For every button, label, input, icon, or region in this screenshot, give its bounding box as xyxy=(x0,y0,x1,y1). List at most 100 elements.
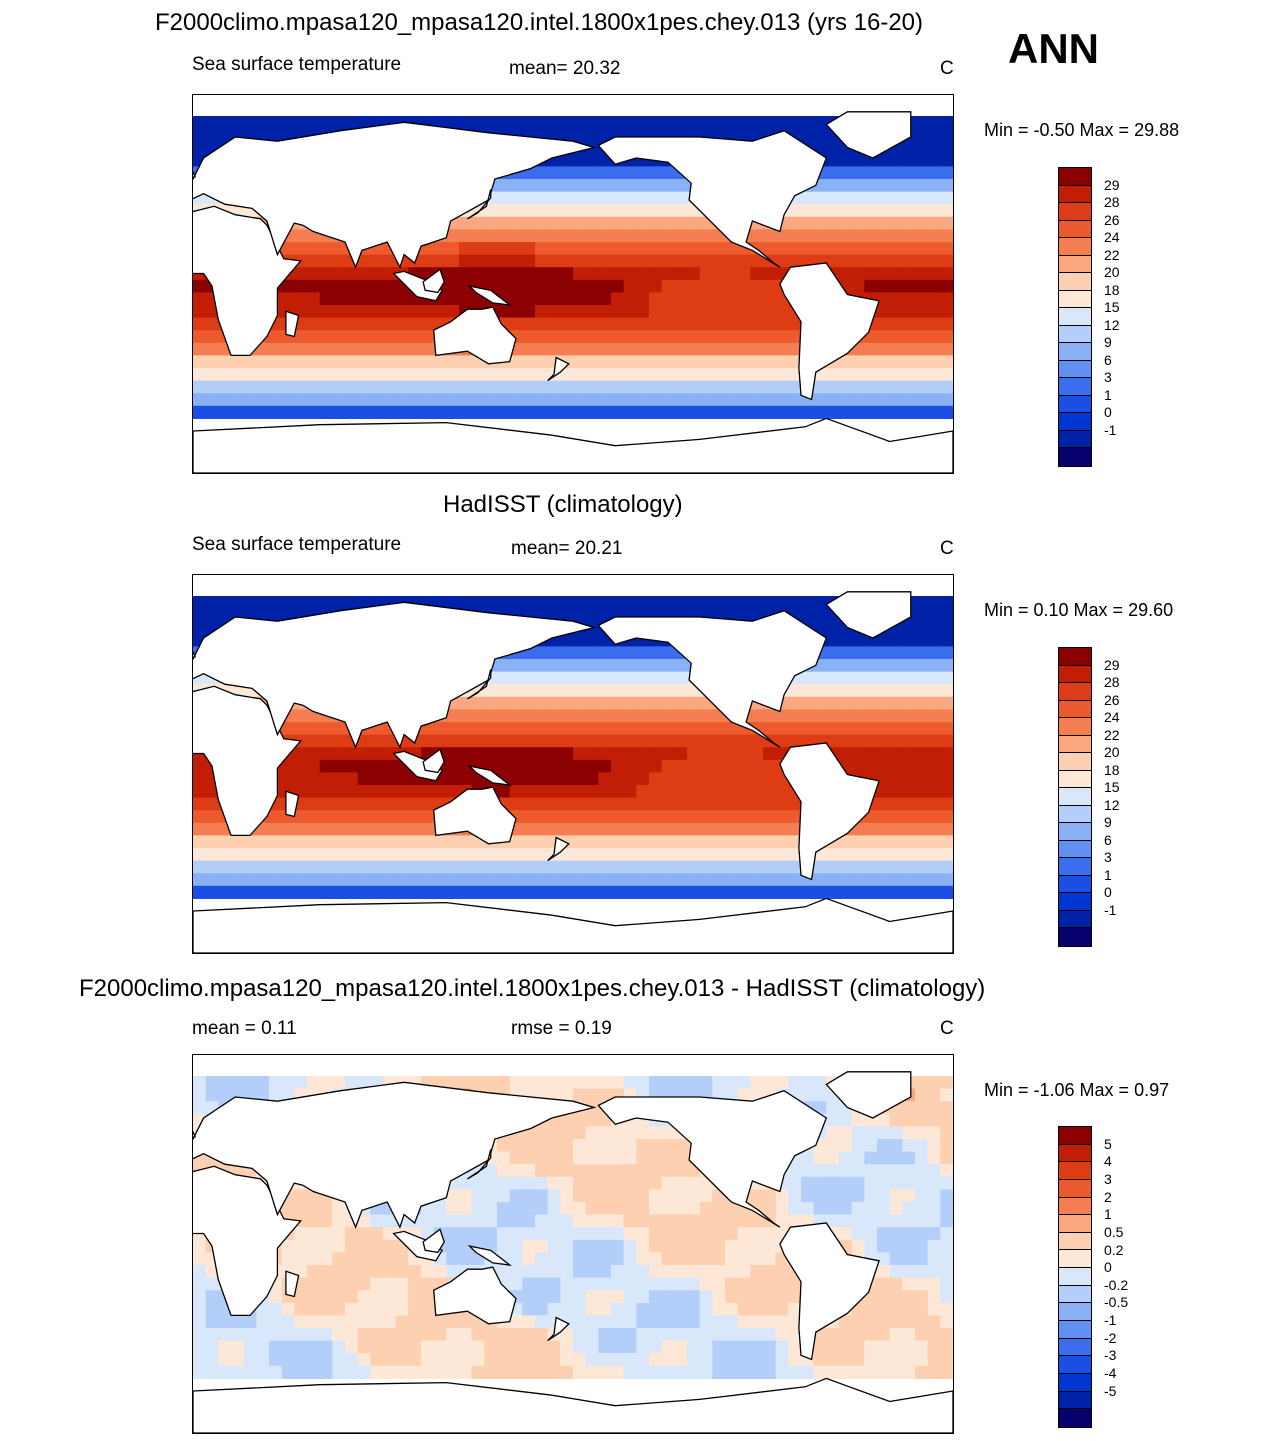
field-cell xyxy=(813,191,827,205)
field-cell xyxy=(611,1265,625,1279)
field-cell xyxy=(585,759,599,773)
field-cell xyxy=(370,405,384,419)
field-cell xyxy=(687,722,701,736)
field-cell xyxy=(889,204,903,218)
field-cell xyxy=(889,1277,903,1291)
field-cell xyxy=(471,696,485,710)
field-cell xyxy=(522,747,536,761)
field-cell xyxy=(750,342,764,356)
field-cell xyxy=(294,835,308,849)
field-cell xyxy=(636,1126,650,1140)
field-cell xyxy=(940,1113,953,1127)
field-cell xyxy=(585,305,599,319)
field-cell xyxy=(598,810,612,824)
field-cell xyxy=(877,797,891,811)
field-cell xyxy=(307,330,321,344)
field-cell xyxy=(889,330,903,344)
field-cell xyxy=(902,1214,916,1228)
field-cell xyxy=(535,1340,549,1354)
field-cell xyxy=(370,835,384,849)
field-cell xyxy=(940,696,953,710)
field-cell xyxy=(851,1113,865,1127)
field-cell xyxy=(775,835,789,849)
field-cell xyxy=(598,1277,612,1291)
field-cell xyxy=(839,1126,853,1140)
field-cell xyxy=(725,1290,739,1304)
field-cell xyxy=(687,342,701,356)
field-cell xyxy=(940,759,953,773)
field-cell xyxy=(547,305,561,319)
field-cell xyxy=(547,393,561,407)
field-cell xyxy=(826,1126,840,1140)
field-cell xyxy=(801,722,815,736)
field-cell xyxy=(661,292,675,306)
field-cell xyxy=(585,1139,599,1153)
field-cell xyxy=(560,810,574,824)
field-cell xyxy=(775,596,789,610)
field-cell xyxy=(357,1340,371,1354)
field-cell xyxy=(636,1290,650,1304)
field-cell xyxy=(687,1239,701,1253)
field-cell xyxy=(408,1265,422,1279)
field-cell xyxy=(193,1302,207,1316)
field-cell xyxy=(459,860,473,874)
field-cell xyxy=(763,709,777,723)
field-cell xyxy=(585,1088,599,1102)
field-cell xyxy=(370,772,384,786)
field-cell xyxy=(395,1340,409,1354)
field-cell xyxy=(370,885,384,899)
field-cell xyxy=(813,1189,827,1203)
field-cell xyxy=(699,342,713,356)
field-cell xyxy=(193,885,207,899)
field-cell xyxy=(915,1315,929,1329)
field-cell xyxy=(839,1139,853,1153)
field-cell xyxy=(370,1302,384,1316)
field-cell xyxy=(889,1227,903,1241)
field-cell xyxy=(699,1076,713,1090)
field-cell xyxy=(775,810,789,824)
field-cell xyxy=(940,659,953,673)
field-cell xyxy=(269,885,283,899)
field-cell xyxy=(408,1277,422,1291)
field-cell xyxy=(421,368,435,382)
field-cell xyxy=(737,342,751,356)
field-cell xyxy=(497,254,511,268)
field-cell xyxy=(877,646,891,660)
field-cell xyxy=(927,1101,941,1115)
field-cell xyxy=(699,772,713,786)
field-cell xyxy=(915,860,929,874)
colorbar-tick-label: 0 xyxy=(1104,884,1112,901)
field-cell xyxy=(294,330,308,344)
field-cell xyxy=(623,405,637,419)
field-cell xyxy=(560,709,574,723)
field-cell xyxy=(509,722,523,736)
field-cell xyxy=(281,1365,295,1379)
field-cell xyxy=(345,797,359,811)
field-cell xyxy=(826,633,840,647)
field-cell xyxy=(927,709,941,723)
field-cell xyxy=(383,848,397,862)
field-cell xyxy=(674,873,688,887)
field-cell xyxy=(573,1076,587,1090)
field-cell xyxy=(674,1151,688,1165)
field-cell xyxy=(915,684,929,698)
field-cell xyxy=(560,1202,574,1216)
field-cell xyxy=(547,1302,561,1316)
field-cell xyxy=(294,1302,308,1316)
field-cell xyxy=(611,873,625,887)
field-cell xyxy=(649,1076,663,1090)
field-cell xyxy=(218,848,232,862)
field-cell xyxy=(345,279,359,293)
field-cell xyxy=(940,204,953,218)
field-cell xyxy=(370,1340,384,1354)
field-cell xyxy=(218,1340,232,1354)
field-cell xyxy=(522,835,536,849)
field-cell xyxy=(509,279,523,293)
field-cell xyxy=(205,393,219,407)
field-cell xyxy=(497,596,511,610)
colorbar-swatch xyxy=(1059,718,1091,736)
field-cell xyxy=(889,810,903,824)
field-cell xyxy=(775,1365,789,1379)
field-cell xyxy=(535,393,549,407)
field-cell xyxy=(294,405,308,419)
